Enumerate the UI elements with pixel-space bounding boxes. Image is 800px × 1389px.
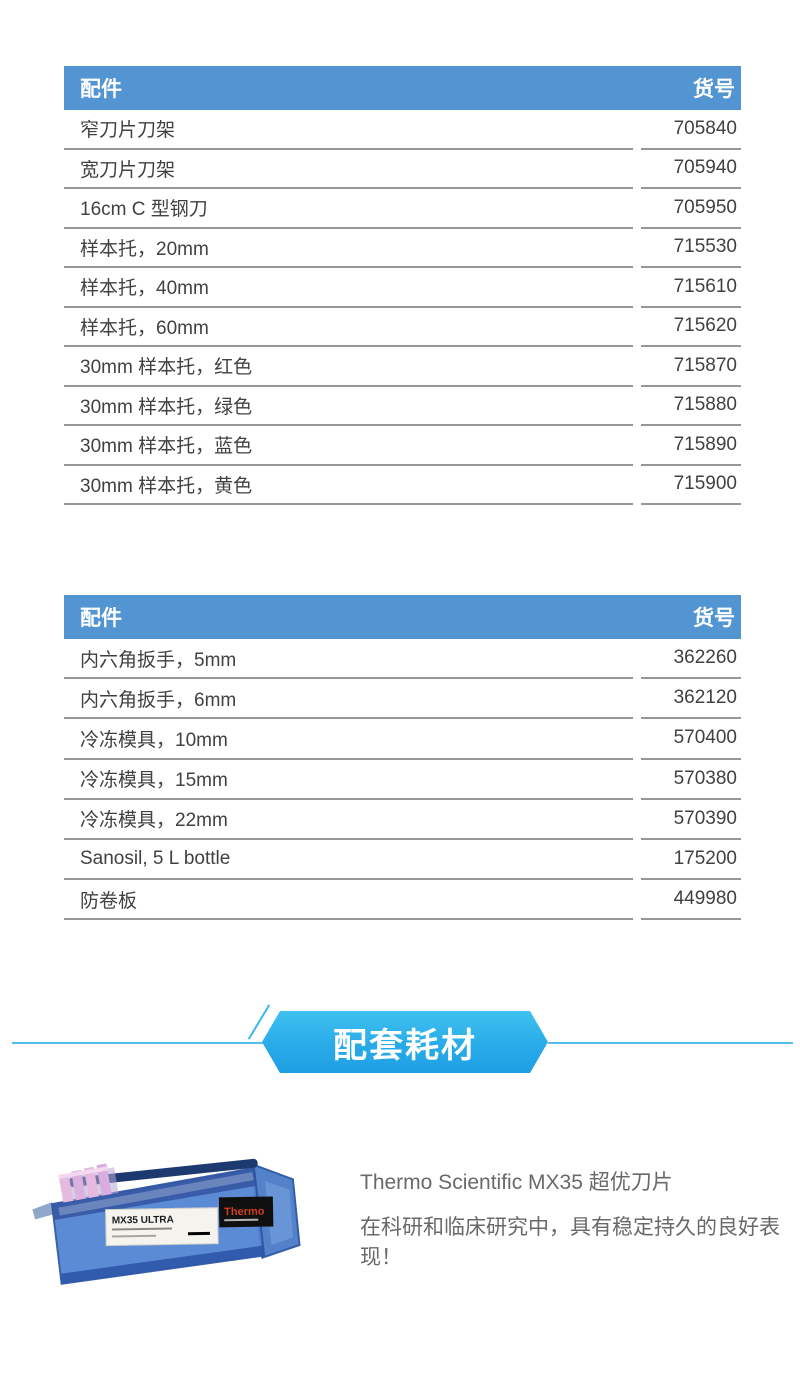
table-row: 冷冻模具，15mm 570380	[64, 760, 741, 800]
accessories-table-2: 配件 货号 内六角扳手，5mm 362260 内六角扳手，6mm 362120 冷冻…	[64, 595, 741, 921]
product-photo-mx35-blade-dispenser: MX35 ULTRA Thermo	[32, 1158, 301, 1285]
accessory-name: 30mm 样本托，蓝色	[64, 426, 633, 466]
catalog-number: 715530	[641, 229, 741, 268]
accessory-name: 窄刀片刀架	[64, 110, 633, 150]
catalog-number: 715900	[641, 466, 741, 505]
product-blurb: Thermo Scientific MX35 超优刀片 在科研和临床研究中，具有…	[360, 1166, 800, 1271]
catalog-number: 715870	[641, 347, 741, 387]
table-row: 内六角扳手，5mm 362260	[64, 639, 741, 680]
blade-stack	[58, 1163, 119, 1203]
product-tagline: 在科研和临床研究中，具有稳定持久的良好表现！	[360, 1216, 780, 1269]
table-row: 30mm 样本托，黄色 715900	[64, 466, 741, 505]
divider-line-left	[12, 1042, 263, 1044]
table-row: 样本托，20mm 715530	[64, 229, 741, 268]
accessory-name: 样本托，20mm	[64, 229, 633, 268]
accessories-table-1: 配件 货号 窄刀片刀架 705840 宽刀片刀架 705940 16cm C 型钢刀…	[64, 66, 741, 505]
catalog-number: 362260	[641, 639, 741, 680]
accessory-name: 样本托，60mm	[64, 308, 633, 347]
column-header-accessory: 配件	[80, 78, 122, 101]
table-row: 样本托，60mm 715620	[64, 308, 741, 347]
section-banner-title: 配套耗材	[333, 1026, 477, 1065]
column-header-catalog-number: 货号	[693, 78, 735, 101]
table-row: 样本托，40mm 715610	[64, 268, 741, 308]
table-row: 16cm C 型钢刀 705950	[64, 189, 741, 229]
accessory-name: 冷冻模具，10mm	[64, 719, 633, 760]
table-row: 窄刀片刀架 705840	[64, 110, 741, 150]
catalog-number: 715610	[641, 268, 741, 308]
product-title: Thermo Scientific MX35 超优刀片	[360, 1171, 673, 1194]
catalog-number: 570400	[641, 719, 741, 760]
table-row: 宽刀片刀架 705940	[64, 150, 741, 189]
table-row: 冷冻模具，10mm 570400	[64, 719, 741, 760]
table-row: 30mm 样本托，红色 715870	[64, 347, 741, 387]
divider-line-right	[548, 1042, 793, 1044]
section-banner: 配套耗材	[262, 1011, 548, 1073]
table-row: 防卷板 449980	[64, 880, 741, 921]
accessory-name: 16cm C 型钢刀	[64, 189, 633, 229]
table-row: 30mm 样本托，绿色 715880	[64, 387, 741, 426]
catalog-number: 705940	[641, 150, 741, 189]
catalog-number: 570380	[641, 760, 741, 800]
accessory-name: 宽刀片刀架	[64, 150, 633, 189]
catalog-number: 362120	[641, 679, 741, 720]
table-row: Sanosil, 5 L bottle 175200	[64, 840, 741, 881]
accessory-name: 30mm 样本托，黄色	[64, 466, 633, 505]
catalog-number: 175200	[641, 840, 741, 881]
accessory-name: 30mm 样本托，红色	[64, 347, 633, 387]
catalog-number: 715890	[641, 426, 741, 466]
box-brand-text: Thermo	[224, 1206, 265, 1219]
box-label-text: MX35 ULTRA	[112, 1214, 174, 1226]
table-row: 内六角扳手，6mm 362120	[64, 679, 741, 720]
catalog-number: 449980	[641, 880, 741, 921]
accessory-name: 内六角扳手，6mm	[64, 679, 633, 720]
accessory-name: 冷冻模具，15mm	[64, 760, 633, 800]
table-header-row: 配件 货号	[64, 595, 741, 639]
accessory-name: 内六角扳手，5mm	[64, 639, 633, 680]
accessory-name: Sanosil, 5 L bottle	[64, 840, 633, 881]
catalog-number: 705950	[641, 189, 741, 229]
accessory-name: 防卷板	[64, 880, 633, 921]
catalog-number: 715620	[641, 308, 741, 347]
table-header-row: 配件 货号	[64, 66, 741, 110]
column-header-accessory: 配件	[80, 607, 122, 630]
accessory-name: 样本托，40mm	[64, 268, 633, 308]
catalog-number: 570390	[641, 800, 741, 840]
table-row: 冷冻模具，22mm 570390	[64, 800, 741, 840]
catalog-number: 715880	[641, 387, 741, 426]
column-header-catalog-number: 货号	[693, 607, 735, 630]
accessory-name: 冷冻模具，22mm	[64, 800, 633, 840]
catalog-number: 705840	[641, 110, 741, 150]
table-row: 30mm 样本托，蓝色 715890	[64, 426, 741, 466]
accessory-name: 30mm 样本托，绿色	[64, 387, 633, 426]
